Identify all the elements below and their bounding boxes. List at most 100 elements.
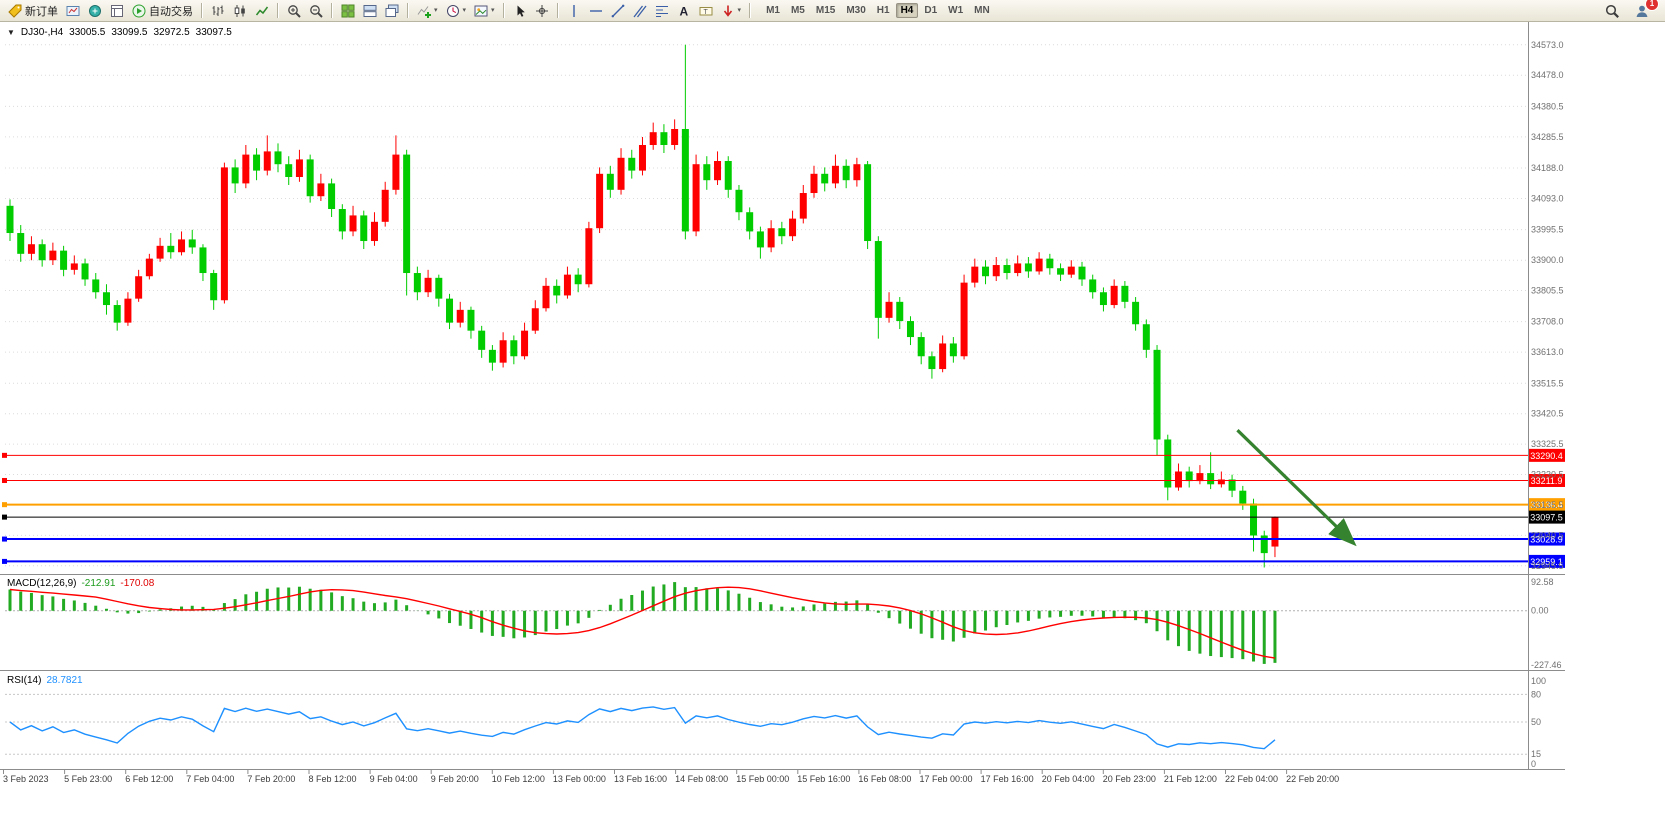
level-line-handle[interactable] bbox=[2, 477, 7, 483]
bar-chart-button[interactable] bbox=[207, 1, 229, 21]
rsi-header: RSI(14) 28.7821 bbox=[7, 675, 83, 686]
timeframe-h1[interactable]: H1 bbox=[876, 5, 890, 16]
toolbar-right: 1 bbox=[1601, 0, 1661, 21]
market-watch-button[interactable] bbox=[84, 1, 106, 21]
rsi-title: RSI(14) bbox=[7, 675, 42, 686]
horizontal-line-button[interactable] bbox=[585, 1, 607, 21]
svg-text:33805.5: 33805.5 bbox=[1531, 285, 1564, 295]
price-level-label-box bbox=[1528, 510, 1565, 524]
timeframe-mn[interactable]: MN bbox=[974, 5, 990, 16]
svg-text:3 Feb 2023: 3 Feb 2023 bbox=[3, 774, 49, 784]
text-icon: A bbox=[677, 4, 691, 18]
toolbar-separator bbox=[201, 3, 203, 18]
arrange-windows-button[interactable] bbox=[359, 1, 381, 21]
new-order-button[interactable]: 新订单 bbox=[4, 1, 62, 21]
collapse-panel-icon[interactable]: ▼ bbox=[7, 28, 15, 37]
hline-icon bbox=[589, 4, 603, 18]
tile-windows-button[interactable] bbox=[337, 1, 359, 21]
timeframe-m1[interactable]: M1 bbox=[766, 5, 780, 16]
price-axis[interactable]: 34573.0 34478.0 34380.5 34285.5 34188.0 34093… bbox=[1531, 40, 1564, 571]
ohlc-open: 33005.5 bbox=[69, 27, 106, 38]
label-icon: T bbox=[699, 4, 713, 18]
level-line-handle[interactable] bbox=[2, 558, 7, 564]
arrows-button[interactable]: ▾ bbox=[717, 1, 746, 21]
new-order-button-label: 新订单 bbox=[25, 5, 58, 18]
template-icon bbox=[474, 4, 488, 18]
timeframe-m5[interactable]: M5 bbox=[790, 5, 805, 16]
chart-symbol-period: DJ30-,H4 bbox=[20, 27, 64, 38]
svg-text:22 Feb 04:00: 22 Feb 04:00 bbox=[1225, 774, 1278, 784]
time-axis[interactable]: 3 Feb 2023 5 Feb 23:00 6 Feb 12:00 7 Feb 04… bbox=[3, 770, 1339, 784]
text-button[interactable]: A bbox=[673, 1, 695, 21]
search-button[interactable] bbox=[1601, 1, 1623, 21]
cursor-button[interactable] bbox=[509, 1, 531, 21]
ohlc-close: 33097.5 bbox=[195, 27, 232, 38]
svg-text:21 Feb 12:00: 21 Feb 12:00 bbox=[1164, 774, 1217, 784]
zoom-in-icon bbox=[287, 4, 301, 18]
level-line-handle[interactable] bbox=[2, 452, 7, 458]
svg-text:22 Feb 20:00: 22 Feb 20:00 bbox=[1286, 774, 1339, 784]
charts-profile-button[interactable] bbox=[62, 1, 84, 21]
svg-text:33136.4: 33136.4 bbox=[1530, 500, 1563, 510]
level-line-handle[interactable] bbox=[2, 536, 7, 542]
svg-text:14 Feb 08:00: 14 Feb 08:00 bbox=[675, 774, 728, 784]
vertical-line-button[interactable] bbox=[563, 1, 585, 21]
macd-signal-value: -170.08 bbox=[120, 578, 155, 589]
timeframe-h4[interactable]: H4 bbox=[895, 3, 919, 18]
svg-text:32959.1: 32959.1 bbox=[1530, 557, 1563, 567]
svg-text:33290.4: 33290.4 bbox=[1530, 451, 1563, 461]
svg-text:33613.0: 33613.0 bbox=[1531, 347, 1564, 357]
svg-text:34573.0: 34573.0 bbox=[1531, 40, 1564, 50]
autotrade-icon bbox=[132, 4, 146, 18]
account-button[interactable]: 1 bbox=[1631, 0, 1659, 21]
templates-button[interactable]: ▾ bbox=[470, 1, 499, 21]
timeframe-m15[interactable]: M15 bbox=[815, 5, 836, 16]
svg-text:33040.5: 33040.5 bbox=[1531, 530, 1564, 540]
svg-text:15 Feb 00:00: 15 Feb 00:00 bbox=[736, 774, 789, 784]
price-level-label-box bbox=[1528, 448, 1565, 462]
toolbar-separator bbox=[502, 3, 505, 18]
data-window-icon bbox=[110, 4, 124, 18]
notification-badge[interactable]: 1 bbox=[1645, 0, 1659, 11]
svg-text:8 Feb 12:00: 8 Feb 12:00 bbox=[309, 774, 357, 784]
svg-text:34285.5: 34285.5 bbox=[1531, 132, 1564, 142]
levels-layer: 33290.4 33211.9 33136.4 33097.5 33028.9 32959… bbox=[2, 448, 1565, 568]
zoom-in-button[interactable] bbox=[283, 1, 305, 21]
arrange-horizontal-icon bbox=[363, 4, 377, 18]
indicators-button[interactable]: ▾ bbox=[413, 1, 442, 21]
zoom-out-button[interactable] bbox=[305, 1, 327, 21]
trendline-button[interactable] bbox=[607, 1, 629, 21]
fibonacci-button[interactable] bbox=[651, 1, 673, 21]
timeframe-d1[interactable]: D1 bbox=[924, 5, 938, 16]
svg-text:15 Feb 16:00: 15 Feb 16:00 bbox=[797, 774, 850, 784]
level-line-handle[interactable] bbox=[2, 514, 7, 520]
line-chart-icon bbox=[255, 4, 269, 18]
caret-down-icon: ▾ bbox=[462, 7, 467, 14]
cascade-windows-button[interactable] bbox=[381, 1, 403, 21]
timeframe-m30[interactable]: M30 bbox=[846, 5, 866, 16]
svg-text:33515.5: 33515.5 bbox=[1531, 378, 1564, 388]
timeframe-w1[interactable]: W1 bbox=[948, 5, 964, 16]
level-line-handle[interactable] bbox=[2, 502, 7, 508]
toolbar-separator bbox=[331, 3, 333, 18]
periods-icon bbox=[446, 4, 460, 18]
data-window-button[interactable] bbox=[106, 1, 128, 21]
crosshair-button[interactable] bbox=[531, 1, 553, 21]
toolbar-separator bbox=[556, 3, 559, 18]
label-button[interactable]: T bbox=[695, 1, 717, 21]
line-chart-button[interactable] bbox=[251, 1, 273, 21]
candlestick-chart-button[interactable] bbox=[229, 1, 251, 21]
autotrade-button[interactable]: 自动交易 bbox=[128, 1, 197, 21]
bars-chart-icon bbox=[211, 4, 225, 18]
price-level-label-box bbox=[1528, 498, 1565, 512]
trend-arrow[interactable] bbox=[1236, 429, 1357, 547]
toolbar-separator bbox=[407, 3, 409, 18]
periods-button[interactable]: ▾ bbox=[442, 1, 471, 21]
channel-button[interactable] bbox=[629, 1, 651, 21]
svg-text:33097.5: 33097.5 bbox=[1530, 513, 1563, 523]
macd-signal-line bbox=[9, 586, 1276, 659]
svg-text:33325.5: 33325.5 bbox=[1531, 439, 1564, 449]
svg-text:34093.0: 34093.0 bbox=[1531, 193, 1564, 203]
